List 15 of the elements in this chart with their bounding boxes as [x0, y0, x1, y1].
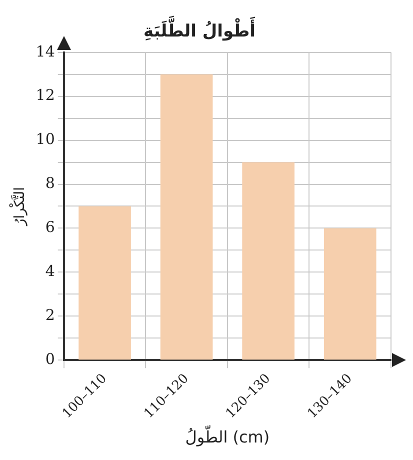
bar	[242, 162, 294, 360]
bar	[324, 228, 376, 360]
y-tick-label: 12	[36, 86, 55, 104]
y-tick-label: 6	[45, 218, 55, 236]
y-tick-label: 4	[45, 262, 55, 280]
y-axis-title: التَّكْرارُ	[8, 186, 28, 226]
chart-title: أَطْوالُ الطَّلَبَةِ	[144, 14, 256, 42]
y-tick-label: 0	[45, 350, 55, 368]
y-tick-label: 10	[36, 130, 55, 148]
x-axis-title: الطّولُ (cm)	[185, 425, 270, 447]
y-tick-label: 2	[45, 306, 55, 324]
y-tick-label: 8	[45, 174, 55, 192]
y-tick-label: 14	[36, 42, 55, 60]
bar	[160, 74, 213, 360]
bar	[78, 206, 131, 360]
